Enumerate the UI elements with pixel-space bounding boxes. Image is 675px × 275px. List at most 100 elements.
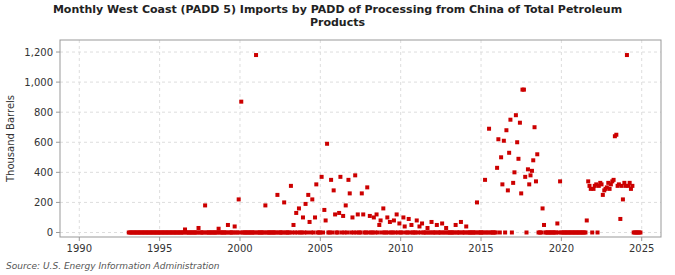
tick-label: 1990: [67, 243, 92, 254]
point: [555, 221, 559, 225]
grid-line: [400, 40, 401, 237]
tick-label: 2000: [227, 243, 252, 254]
tick-mark: [56, 142, 60, 143]
point: [322, 208, 326, 212]
point: [341, 214, 345, 218]
point: [365, 185, 369, 189]
point: [239, 100, 243, 104]
point: [275, 193, 279, 197]
point: [510, 230, 514, 234]
title-line: Monthly West Coast (PADD 5) Imports by P…: [53, 3, 622, 16]
grid-line: [641, 40, 642, 237]
axis-label: Thousand Barrels: [5, 95, 16, 183]
point: [503, 230, 507, 234]
tick-label: 200: [34, 197, 53, 208]
point: [368, 214, 372, 218]
point: [338, 175, 342, 179]
point: [310, 197, 314, 201]
point: [499, 155, 503, 159]
annotation: Source: U.S. Energy Information Administ…: [6, 261, 220, 271]
point: [320, 175, 324, 179]
point: [361, 212, 365, 216]
point: [533, 125, 537, 129]
point: [512, 170, 516, 174]
point: [304, 202, 308, 206]
point: [531, 158, 535, 162]
grid-line: [60, 112, 661, 113]
tick-mark: [56, 82, 60, 83]
grid-line: [320, 40, 321, 237]
point: [397, 221, 401, 225]
point: [435, 223, 439, 227]
point: [379, 218, 383, 222]
point: [524, 230, 528, 234]
tick-label: 2025: [629, 243, 654, 254]
point: [360, 191, 364, 195]
point: [630, 184, 634, 188]
point: [515, 140, 519, 144]
point: [420, 221, 424, 225]
point: [483, 178, 487, 182]
point: [535, 152, 539, 156]
point: [426, 226, 430, 230]
point: [291, 223, 295, 227]
point: [459, 220, 463, 224]
tick-mark: [561, 237, 562, 241]
point: [618, 217, 622, 221]
point: [375, 212, 379, 216]
tick-label: 1995: [147, 243, 172, 254]
point: [332, 188, 336, 192]
point: [625, 53, 629, 57]
point: [585, 218, 589, 222]
tick-mark: [239, 237, 240, 241]
tick-label: 400: [34, 167, 53, 178]
point: [494, 230, 498, 234]
point: [415, 218, 419, 222]
grid-line: [60, 172, 661, 173]
x-axis: 19901995200020052010201520202025: [67, 237, 655, 254]
point: [516, 157, 520, 161]
point: [507, 151, 511, 155]
grid-line: [60, 142, 661, 143]
point: [325, 142, 329, 146]
point: [601, 193, 605, 197]
point: [586, 179, 590, 183]
point: [498, 230, 502, 234]
grid-line: [239, 40, 240, 237]
point: [301, 215, 305, 219]
point: [377, 223, 381, 227]
point: [529, 173, 533, 177]
point: [519, 191, 523, 195]
point: [314, 182, 318, 186]
point: [539, 230, 543, 234]
point: [294, 211, 298, 215]
point: [376, 230, 380, 234]
point: [523, 175, 527, 179]
point: [359, 230, 363, 234]
tick-mark: [641, 237, 642, 241]
point: [388, 220, 392, 224]
grid-line: [159, 40, 160, 237]
point: [638, 230, 642, 234]
point: [336, 230, 340, 234]
point: [345, 230, 349, 234]
point: [526, 167, 530, 171]
tick-label: 2005: [308, 243, 333, 254]
point: [333, 212, 337, 216]
point: [487, 127, 491, 131]
tick-label: 2020: [549, 243, 574, 254]
point: [197, 226, 201, 230]
point: [395, 212, 399, 216]
point: [514, 113, 518, 117]
tick-label: 2010: [388, 243, 413, 254]
point: [504, 128, 508, 132]
point: [496, 137, 500, 141]
point: [400, 230, 404, 234]
tick-mark: [56, 172, 60, 173]
plot-area: [60, 40, 661, 237]
point: [356, 212, 360, 216]
point: [324, 218, 328, 222]
grid: [60, 40, 661, 237]
point: [596, 230, 600, 234]
title-line: Products: [310, 16, 366, 29]
